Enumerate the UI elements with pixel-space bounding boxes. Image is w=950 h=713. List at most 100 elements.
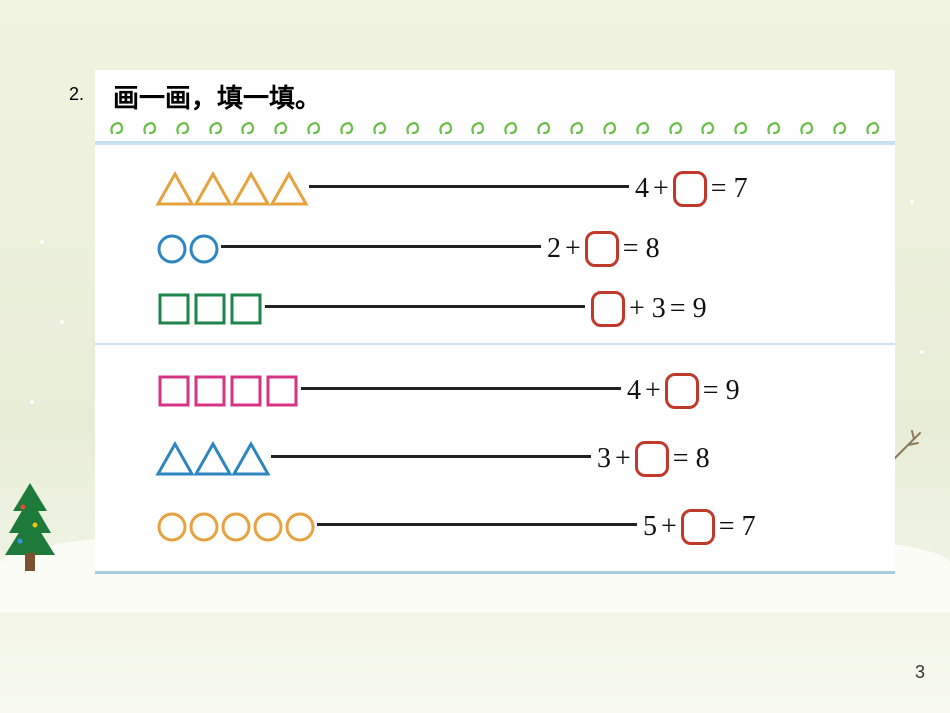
triangle-icon	[155, 441, 195, 477]
shape-group	[155, 171, 307, 207]
spiral-icon	[766, 121, 782, 135]
circle-icon	[283, 510, 317, 544]
equation-right: = 7	[719, 511, 756, 543]
equation-op: +	[653, 173, 669, 205]
equation-op: + 3	[629, 293, 666, 325]
circle-icon	[219, 510, 253, 544]
square-icon	[191, 290, 229, 328]
spiral-icon	[306, 121, 322, 135]
square-icon	[227, 290, 265, 328]
square-icon	[227, 372, 265, 410]
worksheet-header: 2. 画一画，填一填。	[95, 70, 895, 117]
answer-box[interactable]	[665, 373, 699, 409]
triangle-icon	[231, 171, 271, 207]
equation-op: +	[615, 443, 631, 475]
spiral-icon	[372, 121, 388, 135]
answer-box[interactable]	[591, 291, 625, 327]
square-icon	[263, 372, 301, 410]
worksheet-content: 4+= 72+= 8+ 3= 94+= 93+= 85+= 7	[95, 145, 895, 571]
spiral-icon	[536, 121, 552, 135]
answer-line	[271, 455, 591, 458]
equation-left: 3	[597, 443, 611, 475]
answer-line	[265, 305, 585, 308]
equation-right: = 9	[670, 293, 707, 325]
triangle-icon	[231, 441, 271, 477]
spiral-icon	[503, 121, 519, 135]
spiral-icon	[273, 121, 289, 135]
spiral-icon	[602, 121, 618, 135]
spiral-icon	[733, 121, 749, 135]
equation: 4+ = 9	[627, 373, 817, 409]
worksheet-card: 2. 画一画，填一填。 4+= 72+= 8+ 3= 94+= 93+= 85+…	[95, 70, 895, 574]
answer-box[interactable]	[585, 231, 619, 267]
tree-decoration	[5, 483, 55, 573]
circle-icon	[155, 232, 189, 266]
equation-op: +	[661, 511, 677, 543]
exercise-row: 2+ = 8	[155, 219, 869, 279]
triangle-icon	[155, 171, 195, 207]
equation-left: 2	[547, 233, 561, 265]
circle-icon	[155, 510, 189, 544]
answer-box[interactable]	[635, 441, 669, 477]
equation-op: +	[565, 233, 581, 265]
circle-icon	[187, 510, 221, 544]
circle-icon	[187, 232, 221, 266]
answer-line	[221, 245, 541, 248]
shape-group	[155, 510, 315, 544]
spiral-binding	[95, 117, 895, 145]
spiral-icon	[109, 121, 125, 135]
spiral-icon	[339, 121, 355, 135]
spiral-icon	[405, 121, 421, 135]
exercise-row: 4+ = 7	[155, 159, 869, 219]
shape-group	[155, 441, 269, 477]
triangle-icon	[193, 171, 233, 207]
spiral-icon	[175, 121, 191, 135]
exercise-row: 3+ = 8	[155, 425, 869, 493]
equation: 5+ = 7	[643, 509, 833, 545]
spiral-icon	[865, 121, 881, 135]
exercise-row: + 3= 9	[155, 279, 869, 339]
spiral-icon	[832, 121, 848, 135]
shape-group	[155, 372, 299, 410]
answer-line	[317, 523, 637, 526]
spiral-icon	[470, 121, 486, 135]
question-number: 2.	[69, 84, 84, 105]
spiral-icon	[569, 121, 585, 135]
square-icon	[155, 372, 193, 410]
equation: + 3= 9	[591, 291, 781, 327]
equation: 4+ = 7	[635, 171, 825, 207]
answer-box[interactable]	[681, 509, 715, 545]
spiral-icon	[208, 121, 224, 135]
equation-right: = 8	[673, 443, 710, 475]
equation-left: 4	[635, 173, 649, 205]
equation-right: = 7	[711, 173, 748, 205]
spiral-icon	[668, 121, 684, 135]
spiral-icon	[438, 121, 454, 135]
worksheet-title: 画一画，填一填。	[113, 84, 321, 113]
exercise-row: 5+ = 7	[155, 493, 869, 561]
page-number: 3	[915, 662, 925, 683]
spiral-icon	[700, 121, 716, 135]
spiral-icon	[142, 121, 158, 135]
answer-box[interactable]	[673, 171, 707, 207]
equation-left: 5	[643, 511, 657, 543]
spiral-icon	[799, 121, 815, 135]
equation-op: +	[645, 375, 661, 407]
shape-group	[155, 290, 263, 328]
circle-icon	[251, 510, 285, 544]
exercise-row: 4+ = 9	[155, 357, 869, 425]
equation: 3+ = 8	[597, 441, 787, 477]
answer-line	[301, 387, 621, 390]
answer-line	[309, 185, 629, 188]
equation-right: = 8	[623, 233, 660, 265]
square-icon	[191, 372, 229, 410]
spiral-icon	[240, 121, 256, 135]
section-divider	[95, 343, 895, 353]
twig-decoration	[890, 423, 940, 463]
square-icon	[155, 290, 193, 328]
equation-right: = 9	[703, 375, 740, 407]
shape-group	[155, 232, 219, 266]
equation: 2+ = 8	[547, 231, 737, 267]
triangle-icon	[193, 441, 233, 477]
equation-left: 4	[627, 375, 641, 407]
